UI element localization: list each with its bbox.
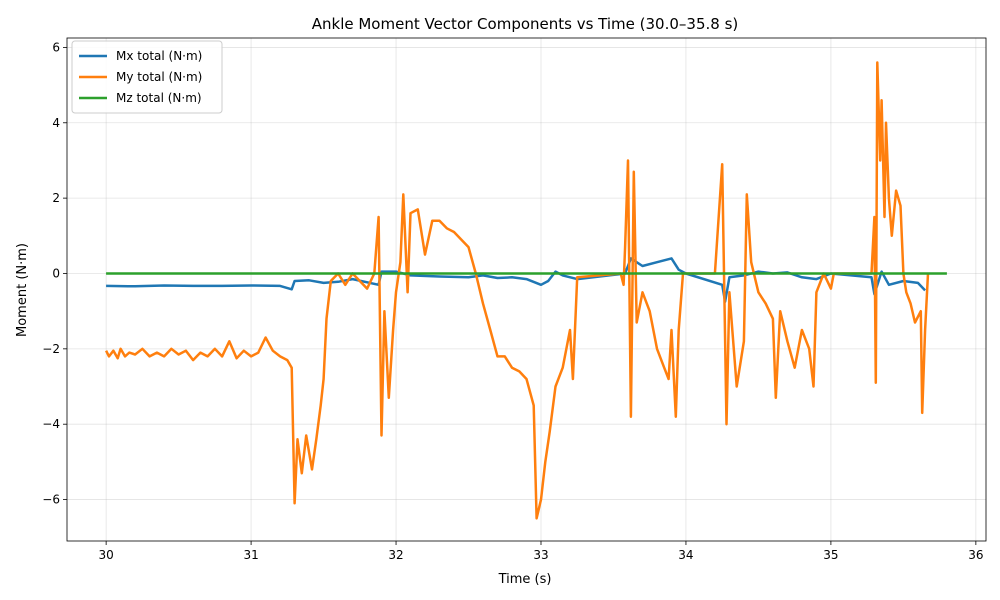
x-tick-label: 36 [968, 548, 983, 562]
x-axis-label: Time (s) [498, 572, 552, 587]
y-tick-label: 0 [52, 266, 60, 280]
x-tick-label: 34 [678, 548, 693, 562]
series-line-my [104, 61, 930, 520]
legend-label-mx: Mx total (N·m) [116, 49, 202, 63]
y-tick-label: 6 [52, 40, 60, 54]
series-layer [104, 61, 947, 520]
legend-label-my: My total (N·m) [116, 70, 202, 84]
legend: Mx total (N·m) My total (N·m) Mz total (… [71, 40, 223, 114]
x-tick-label: 33 [533, 548, 548, 562]
y-tick-label: −2 [42, 342, 60, 356]
plot-frame [66, 37, 987, 542]
legend-label-mz: Mz total (N·m) [116, 91, 202, 105]
x-tick-label: 32 [388, 548, 403, 562]
x-tick-label: 31 [243, 548, 258, 562]
legend-box [71, 40, 223, 114]
x-tick-label: 35 [823, 548, 838, 562]
chart-title: Ankle Moment Vector Components vs Time (… [312, 15, 739, 33]
y-tick-label: −4 [42, 417, 60, 431]
y-axis-label: Moment (N·m) [15, 243, 30, 337]
x-tick-label: 30 [98, 548, 113, 562]
y-tick-label: 4 [52, 116, 60, 130]
y-tick-label: 2 [52, 191, 60, 205]
axis-ticks: 30 31 32 33 34 35 36 −6 −4 −2 0 2 4 6 [42, 40, 983, 562]
y-tick-label: −6 [42, 493, 60, 507]
